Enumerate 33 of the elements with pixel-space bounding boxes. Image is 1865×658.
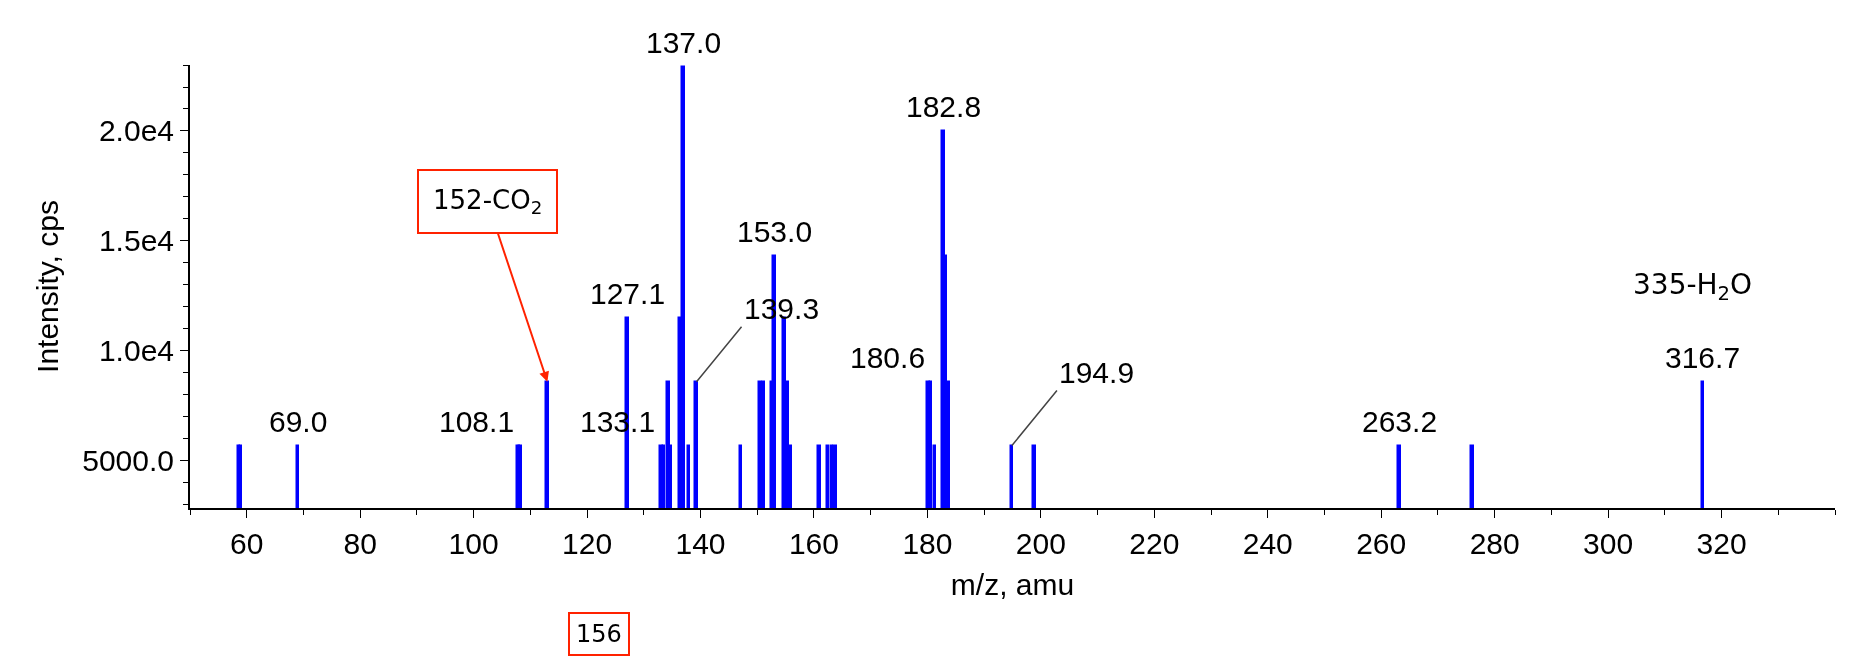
x-tick-label: 160 [788,527,839,560]
x-tick-label: 200 [1015,527,1066,560]
annotation: 335-H$_{2}$O [1633,268,1753,305]
x-tick-label: 140 [675,527,726,560]
annotation: 180.6 [850,341,926,374]
annotation: 108.1 [439,405,515,438]
x-tick-label: 240 [1242,527,1293,560]
annotation: 137.0 [646,26,722,59]
annotation: 152-CO$_{2}$ [433,185,543,219]
x-tick-label: 60 [230,527,264,560]
y-tick-label: 2.0e4 [98,114,174,148]
x-tick-label: 120 [562,527,613,560]
x-tick-label: 300 [1583,527,1634,560]
annotation: 194.9 [1059,356,1135,389]
y-axis-title: Intensity, cps [30,200,64,373]
x-tick-label: 260 [1356,527,1407,560]
annotation: 316.7 [1665,341,1741,374]
y-tick-label: 1.5e4 [98,224,174,258]
x-tick-label: 80 [343,527,377,560]
x-tick-label: 280 [1469,527,1520,560]
x-tick-label: 100 [448,527,499,560]
text: 156 [576,620,622,648]
y-tick-label: 1.0e4 [98,334,174,368]
annotation: 182.8 [906,90,982,123]
x-axis-title: m/z, amu [950,568,1075,601]
y-tick-label: 5000.0 [82,444,174,478]
x-tick-label: 180 [902,527,953,560]
annotation: 69.0 [269,405,328,438]
annotation: 263.2 [1362,405,1438,438]
x-tick-label: 320 [1696,527,1747,560]
annotation: 153.0 [737,215,813,248]
annotation: 127.1 [590,277,666,310]
x-tick-label: 220 [1129,527,1180,560]
